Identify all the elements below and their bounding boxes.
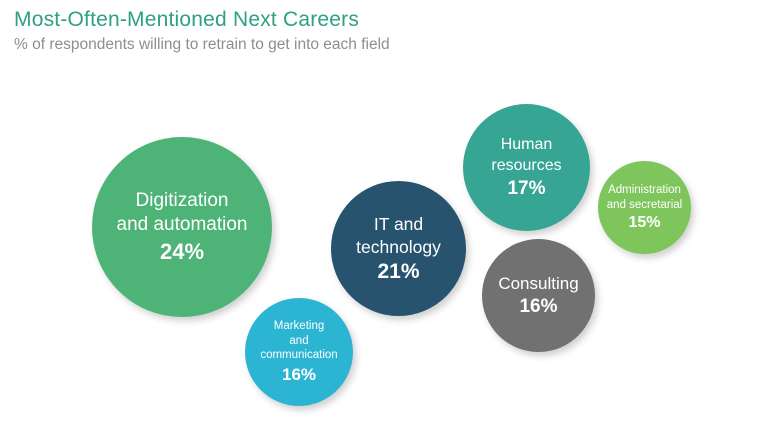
bubble-value: 21%	[377, 259, 420, 283]
bubble-label-line: communication	[260, 349, 338, 362]
bubble-value: 16%	[281, 365, 317, 385]
bubble-value: 16%	[519, 296, 558, 318]
bubble-label-line: Administration	[608, 183, 681, 196]
bubble-consulting: Consulting 16%	[482, 239, 595, 352]
bubble-it-and-technology: IT and technology 21%	[331, 181, 466, 316]
bubble-label-line: resources	[491, 156, 562, 174]
bubble-marketing-and-communication: Marketing and communication 16%	[245, 298, 353, 406]
bubble-label-line: and	[289, 334, 309, 347]
bubble-label-line: IT and	[373, 214, 424, 235]
bubble-label-line: Marketing	[273, 319, 325, 332]
bubble-digitization-and-automation: Digitization and automation 24%	[92, 137, 272, 317]
bubble-label-line: and automation	[116, 214, 248, 235]
chart-subtitle: % of respondents willing to retrain to g…	[14, 36, 390, 53]
bubble-label-line: and secretarial	[606, 198, 683, 211]
bubble-label-line: Consulting	[498, 273, 579, 293]
bubble-label-line: Digitization	[135, 189, 229, 211]
bubble-value: 15%	[628, 214, 661, 232]
bubble-administration-and-secretarial: Administration and secretarial 15%	[598, 161, 691, 254]
bubble-value: 17%	[507, 177, 546, 199]
bubble-human-resources: Human resources 17%	[463, 104, 590, 231]
bubble-value: 24%	[159, 239, 205, 265]
bubble-label-line: Human	[500, 136, 553, 154]
chart-title: Most-Often-Mentioned Next Careers	[14, 8, 360, 31]
bubble-label-line: technology	[356, 236, 441, 257]
